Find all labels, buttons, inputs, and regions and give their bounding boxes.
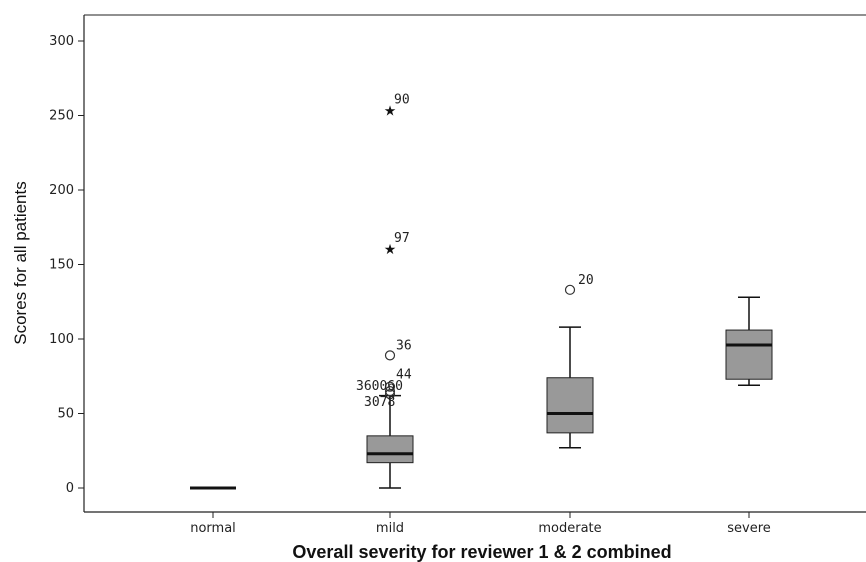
x-axis-title: Overall severity for reviewer 1 & 2 comb…	[292, 542, 671, 562]
outlier-label: 90	[394, 93, 410, 108]
outlier-label: 3078	[364, 395, 395, 410]
outlier-circle	[384, 386, 396, 397]
outlier-circle	[384, 350, 396, 361]
y-tick-label: 0	[66, 481, 74, 496]
outlier-circle	[384, 389, 396, 400]
box-moderate: 20	[546, 273, 594, 449]
plot-frame	[83, 14, 866, 513]
outlier-label: 20	[578, 273, 594, 288]
x-axis: normal mild moderate severe	[190, 512, 771, 536]
box-severe	[725, 296, 773, 386]
y-tick-label: 50	[57, 407, 74, 422]
y-tick-label: 200	[49, 183, 74, 198]
outlier-circle	[564, 284, 576, 295]
outlier-label: 44	[396, 368, 412, 383]
y-axis: 0 50 100 150 200 250 300	[49, 34, 84, 496]
outlier-star: ★	[384, 242, 397, 258]
x-tick-label: normal	[190, 521, 236, 536]
outlier-circle	[384, 381, 396, 392]
y-tick-label: 150	[49, 258, 74, 273]
outlier-star: ★	[384, 104, 397, 120]
x-tick-label: moderate	[538, 521, 601, 536]
iqr-box	[546, 377, 594, 434]
y-tick-label: 300	[49, 34, 74, 49]
outlier-label: 360060	[356, 379, 403, 394]
iqr-box	[725, 329, 773, 380]
y-tick-label: 100	[49, 332, 74, 347]
y-tick-label: 250	[49, 109, 74, 124]
iqr-box	[366, 435, 414, 464]
outlier-label: 36	[396, 338, 412, 353]
outlier-label: 97	[394, 231, 410, 246]
x-tick-label: severe	[727, 521, 771, 536]
x-tick-label: mild	[376, 521, 404, 536]
y-axis-title: Scores for all patients	[11, 181, 30, 344]
